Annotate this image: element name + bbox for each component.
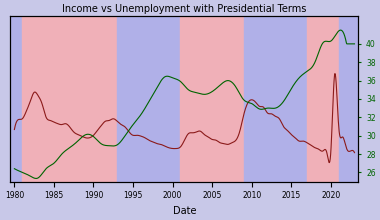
Bar	[0, 16, 22, 182]
Bar	[339, 16, 363, 182]
X-axis label: Date: Date	[173, 206, 196, 216]
Bar	[117, 16, 180, 182]
Bar	[244, 16, 307, 182]
Bar	[22, 16, 117, 182]
Bar	[307, 16, 339, 182]
Bar	[180, 16, 244, 182]
Title: Income vs Unemployment with Presidential Terms: Income vs Unemployment with Presidential…	[62, 4, 307, 14]
